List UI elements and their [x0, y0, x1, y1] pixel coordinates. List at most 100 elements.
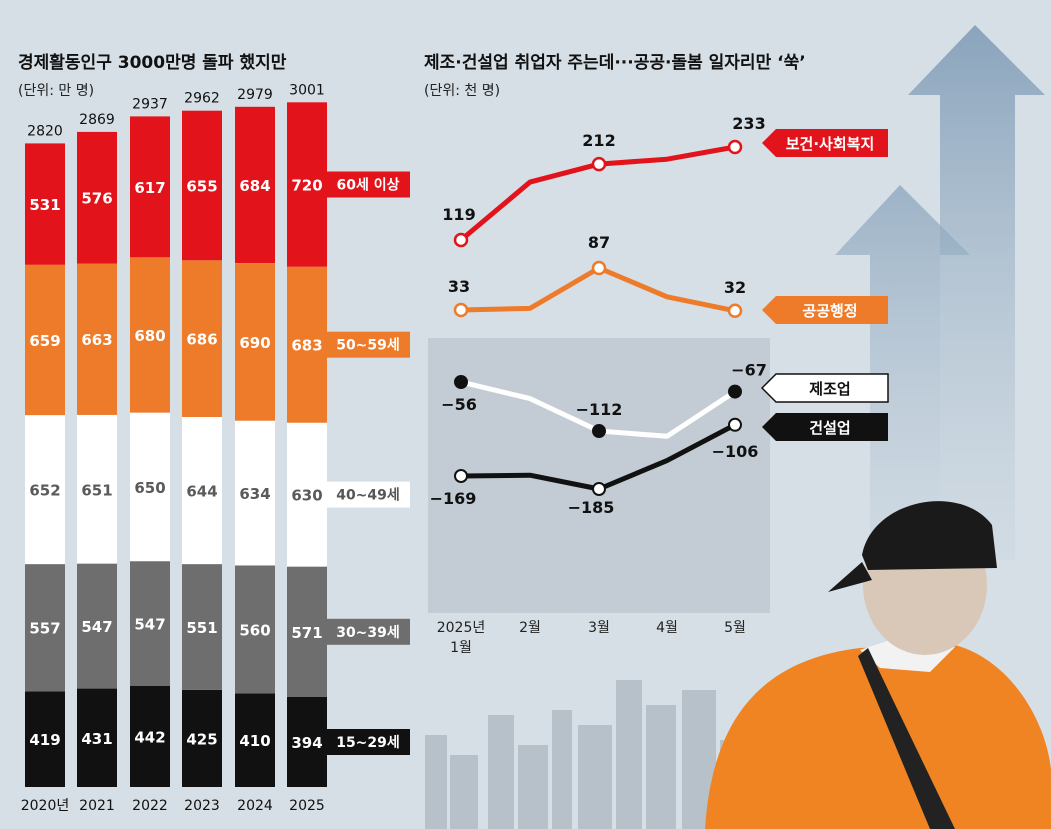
x-tick-label: 2021 [79, 798, 115, 814]
bar-value-label: 560 [239, 621, 270, 639]
data-point [592, 482, 606, 496]
bar-value-label: 659 [29, 332, 60, 350]
bar-value-label: 557 [29, 620, 60, 638]
legend-tag-label: 50~59세 [336, 338, 400, 354]
bar-segment [235, 263, 275, 421]
bar-segment [130, 686, 170, 787]
bar-value-label: 410 [239, 732, 270, 750]
bar-segment [130, 412, 170, 562]
bar-value-label: 547 [81, 618, 112, 636]
background-decoration [425, 25, 1051, 829]
right-chart-unit: (단위: 천 명) [424, 83, 500, 99]
data-label: 87 [588, 233, 610, 252]
bar-segment [235, 420, 275, 566]
bar-total-label: 2979 [237, 87, 273, 103]
data-label: 212 [582, 131, 615, 150]
bar-segment [182, 689, 222, 787]
legend-tag [326, 171, 410, 198]
right-chart-title: 제조·건설업 취업자 주는데···공공·돌봄 일자리만 ‘쑥’ [424, 52, 806, 73]
city-skyline-icon [425, 680, 744, 829]
data-point [591, 260, 607, 276]
x-tick-label: 2024 [237, 798, 273, 814]
bar-segment [25, 564, 65, 692]
bar-segment [287, 266, 327, 423]
data-point [728, 417, 742, 432]
small-arrow-icon [835, 185, 970, 600]
data-label: 33 [448, 277, 470, 296]
data-label: 119 [442, 205, 475, 224]
bar-value-label: 655 [186, 178, 217, 196]
legend-tag [326, 618, 410, 645]
bar-segment [130, 257, 170, 413]
bar-value-label: 720 [291, 177, 322, 195]
data-point [727, 139, 743, 155]
bar-value-label: 686 [186, 331, 217, 349]
data-point [454, 375, 468, 389]
bar-value-label: 630 [291, 487, 322, 505]
bar-value-label: 652 [29, 482, 60, 500]
bar-value-label: 576 [81, 190, 112, 208]
bar-value-label: 531 [29, 196, 60, 214]
bar-segment [25, 691, 65, 787]
x-tick-label: 2020년 [21, 798, 70, 814]
data-label: −106 [712, 442, 759, 461]
bar-value-label: 683 [291, 337, 322, 355]
data-label: −56 [441, 395, 477, 414]
bar-value-label: 617 [134, 179, 165, 197]
bar-segment [25, 143, 65, 265]
data-label: −169 [430, 489, 477, 508]
bar-segment [287, 102, 327, 267]
legend-tag [326, 331, 410, 358]
x-tick-label: 2월 [519, 620, 541, 636]
bar-total-label: 2962 [184, 91, 220, 107]
line-chart: 2025년 1월 2월 3월 4월 5월 119 212 233 33 87 32 −56 −112 −67… [428, 114, 889, 656]
bar-segment [25, 264, 65, 416]
bar-segment [77, 131, 117, 264]
data-label: −112 [576, 400, 623, 419]
x-tick-label: 4월 [656, 620, 678, 636]
x-tick-label: 2025 [289, 798, 325, 814]
bar-segment [130, 561, 170, 686]
bar-total-label: 2869 [79, 112, 115, 128]
bar-value-label: 634 [239, 485, 270, 503]
data-point [591, 156, 607, 172]
legend-tag [326, 729, 410, 755]
legend-tag-label: 공공행정 [802, 302, 857, 320]
bar-segment [182, 564, 222, 690]
bar-segment [235, 565, 275, 694]
bar-segment [182, 110, 222, 261]
bar-segment [235, 106, 275, 263]
bar-segment [182, 417, 222, 565]
stacked-bar-chart: 419 557 652 659 531 2820 2020년 431 547 651 663 576 2… [21, 82, 410, 814]
left-chart-title: 경제활동인구 3000만명 돌파 했지만 [18, 52, 287, 73]
big-arrow-icon [908, 25, 1045, 560]
legend-tag-label: 보건·사회복지 [786, 135, 875, 153]
left-chart-unit: (단위: 만 명) [18, 83, 94, 99]
bar-value-label: 651 [81, 481, 112, 499]
bar-value-label: 442 [134, 729, 165, 747]
x-tick-label: 2025년 1월 [437, 620, 486, 656]
data-point [454, 469, 468, 483]
bar-value-label: 431 [81, 730, 112, 748]
legend-tag-label: 40~49세 [336, 488, 400, 504]
legend-tag-label: 제조업 [809, 380, 850, 398]
legend-tag [326, 481, 410, 508]
data-point [453, 232, 469, 248]
bar-value-label: 394 [291, 734, 322, 752]
legend-tag [762, 129, 888, 157]
legend-tag [760, 373, 889, 403]
x-tick-label: 5월 [724, 620, 746, 636]
bar-total-label: 2820 [27, 123, 63, 139]
bar-segment [77, 563, 117, 689]
bar-segment [287, 566, 327, 697]
legend-tag [762, 296, 888, 324]
bar-segment [77, 414, 117, 564]
bar-value-label: 680 [134, 327, 165, 345]
bar-value-label: 684 [239, 177, 270, 195]
bar-value-label: 571 [291, 624, 322, 642]
data-label: −185 [568, 498, 615, 517]
worker-photo-icon [705, 501, 1051, 829]
legend-tag-label: 30~39세 [336, 625, 400, 641]
bar-value-label: 690 [239, 334, 270, 352]
